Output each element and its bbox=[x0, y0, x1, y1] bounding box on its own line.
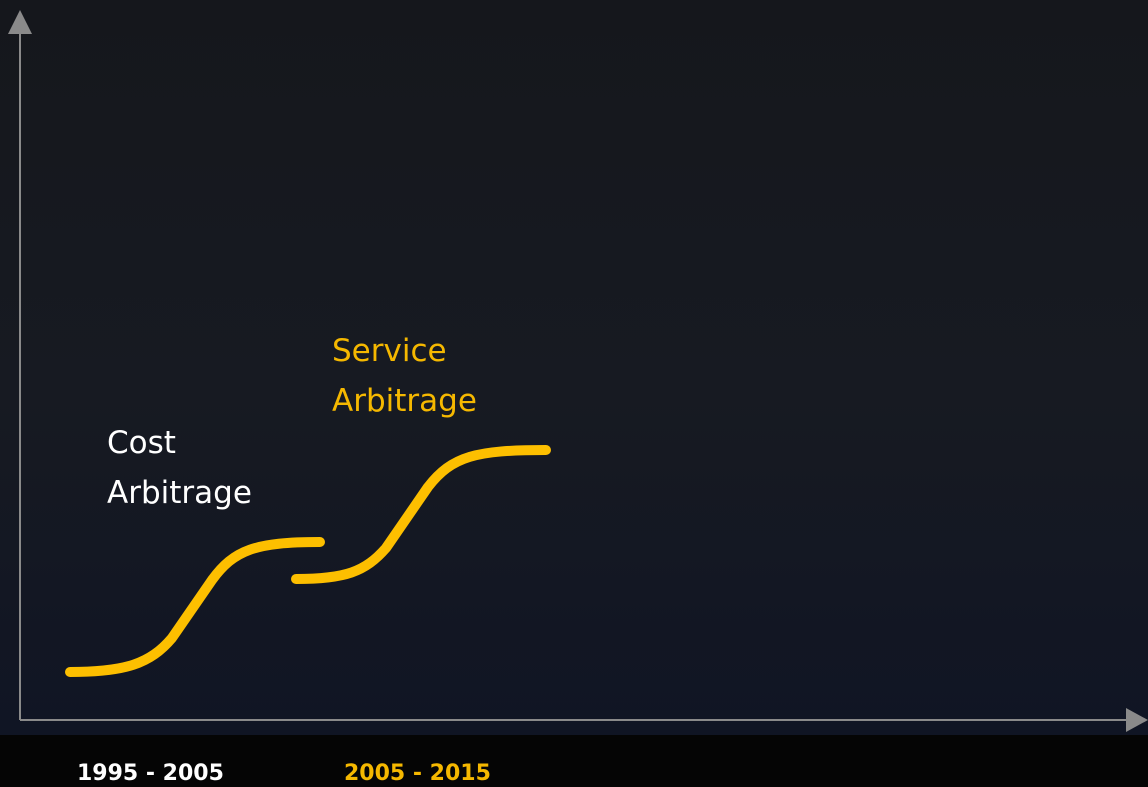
phase-label: Service bbox=[332, 333, 447, 369]
phase-label: Arbitrage bbox=[332, 383, 477, 419]
phase-label: Cost bbox=[107, 425, 176, 461]
period-label: 1995 - 2005 bbox=[77, 761, 224, 786]
background bbox=[0, 0, 1148, 787]
page: {"phases": [ {"label": ["Cost", "Arbitra… bbox=[0, 0, 1148, 787]
slide: Cost Arbitrage Service Arbitrage 1995 - … bbox=[0, 0, 1148, 787]
period-label: 2005 - 2015 bbox=[344, 761, 491, 786]
phase-label: Arbitrage bbox=[107, 475, 252, 511]
